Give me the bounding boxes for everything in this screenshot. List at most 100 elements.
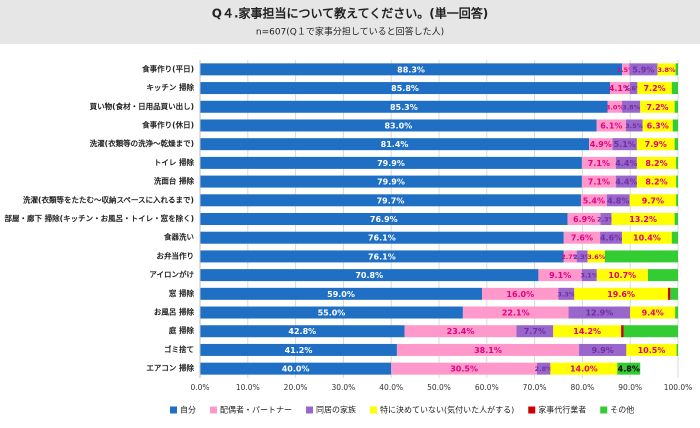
data-label: 4.1% <box>609 84 631 93</box>
legend-swatch <box>370 406 377 414</box>
bar-segment <box>200 100 608 113</box>
bar-segment <box>462 306 569 319</box>
bar-segment <box>611 213 675 225</box>
data-label: 42.8% <box>288 327 316 336</box>
bar-segment <box>391 362 537 375</box>
bar-segment <box>538 269 582 282</box>
bar-segment <box>587 250 605 263</box>
data-label: 55.0% <box>318 309 346 318</box>
x-tick-label: 20.0% <box>284 383 308 392</box>
bar-segment <box>676 194 678 207</box>
bar-segment <box>636 156 677 169</box>
bar-segment <box>558 287 575 300</box>
data-label: 16.0% <box>506 290 534 299</box>
bar-segment <box>200 82 611 95</box>
data-label: 8.2% <box>645 178 667 187</box>
data-label: 4.8% <box>607 196 629 205</box>
data-label: 4.9% <box>590 140 612 149</box>
bar-segment <box>200 269 539 282</box>
bar-segment <box>567 213 601 225</box>
data-label: 7.2% <box>643 84 665 93</box>
bar-segment <box>579 343 627 356</box>
legend-label: 家事代行業者 <box>538 405 586 415</box>
bar-segment <box>630 306 676 319</box>
bar-segment <box>200 63 623 76</box>
x-tick-label: 30.0% <box>331 383 355 392</box>
bar-segment <box>604 250 678 263</box>
legend-label: 自分 <box>180 405 196 415</box>
bar-segment <box>637 82 672 95</box>
bar-segment <box>200 156 582 169</box>
chart-title: Q４.家事担当について教えてください。(単一回答) <box>212 6 488 21</box>
data-label: 22.1% <box>502 309 530 318</box>
data-label: 8.2% <box>645 159 667 168</box>
y-tick-label: エアコン 掃除 <box>146 363 194 373</box>
bar-segment <box>200 213 568 225</box>
x-tick-label: 90.0% <box>618 383 642 392</box>
bar-segment <box>516 325 554 338</box>
bar-segment <box>623 325 678 338</box>
data-label: 41.2% <box>285 346 313 355</box>
data-label: 1.5% <box>617 66 636 74</box>
data-label: 40.0% <box>282 365 310 374</box>
data-label: 30.5% <box>450 365 478 374</box>
data-label: 4.4% <box>615 159 637 168</box>
bar-segment <box>600 213 612 225</box>
data-label: 9.4% <box>642 309 664 318</box>
x-tick-label: 100.0% <box>664 383 693 392</box>
data-label: 2.8% <box>535 365 554 373</box>
data-label: 79.7% <box>377 196 405 205</box>
data-label: 9.7% <box>642 196 664 205</box>
bar-segment <box>615 156 637 169</box>
legend-label: 特に決めていない(気付いた人がする) <box>380 405 514 415</box>
bar-segment <box>636 175 677 188</box>
bar-segment <box>581 175 616 188</box>
bar-segment <box>200 325 405 338</box>
x-tick-label: 40.0% <box>379 383 403 392</box>
chart-subtitle: n=607(Q１で家事分担していると回答した人) <box>256 26 444 38</box>
data-label: 14.0% <box>570 365 598 374</box>
bar-segment <box>610 82 630 95</box>
bar-segment <box>622 100 641 113</box>
y-tick-label: 食器洗い <box>164 232 194 242</box>
data-label: 3.8% <box>622 103 641 111</box>
y-tick-label: 洗濯(衣類等をたたむ～収納スペースに入れるまで) <box>23 194 194 204</box>
data-label: 3.6% <box>587 253 606 261</box>
data-label: 3.5% <box>625 122 644 130</box>
bar-segment <box>581 269 597 282</box>
bar-segment <box>671 82 678 95</box>
data-label: 9.9% <box>592 346 614 355</box>
data-label: 3.1% <box>580 272 599 280</box>
bar-segment <box>640 100 675 113</box>
header-bg <box>0 0 700 44</box>
bar-segment <box>674 138 678 151</box>
data-label: 79.9% <box>377 159 405 168</box>
data-label: 85.8% <box>391 84 419 93</box>
y-tick-label: アイロンがけ <box>149 269 194 279</box>
bar-segment <box>581 156 616 169</box>
bar-segment <box>612 138 637 151</box>
data-label: 5.4% <box>583 196 605 205</box>
bar-segment <box>615 175 637 188</box>
bar-segment <box>576 250 588 263</box>
data-label: 3.8% <box>658 66 677 74</box>
y-tick-label: 買い物(食材・日用品買い出し) <box>90 101 194 111</box>
y-tick-label: 洗面台 掃除 <box>154 176 195 186</box>
bar-segment <box>674 213 678 225</box>
data-label: 2.3% <box>597 216 616 224</box>
data-label: 9.1% <box>549 271 571 280</box>
data-label: 83.0% <box>384 121 412 130</box>
data-label: 88.3% <box>397 65 425 74</box>
data-label: 12.9% <box>585 309 613 318</box>
bar-segment <box>676 175 678 188</box>
data-label: 5.9% <box>632 65 654 74</box>
bar-segment <box>200 175 582 188</box>
bar-segment <box>629 82 638 95</box>
bar-segment <box>553 325 622 338</box>
legend-swatch <box>210 406 217 414</box>
data-label: 7.6% <box>571 234 593 243</box>
bar-segment <box>642 119 673 132</box>
data-label: 6.3% <box>647 121 669 130</box>
bar-segment <box>675 63 678 76</box>
data-label: 19.6% <box>607 290 635 299</box>
